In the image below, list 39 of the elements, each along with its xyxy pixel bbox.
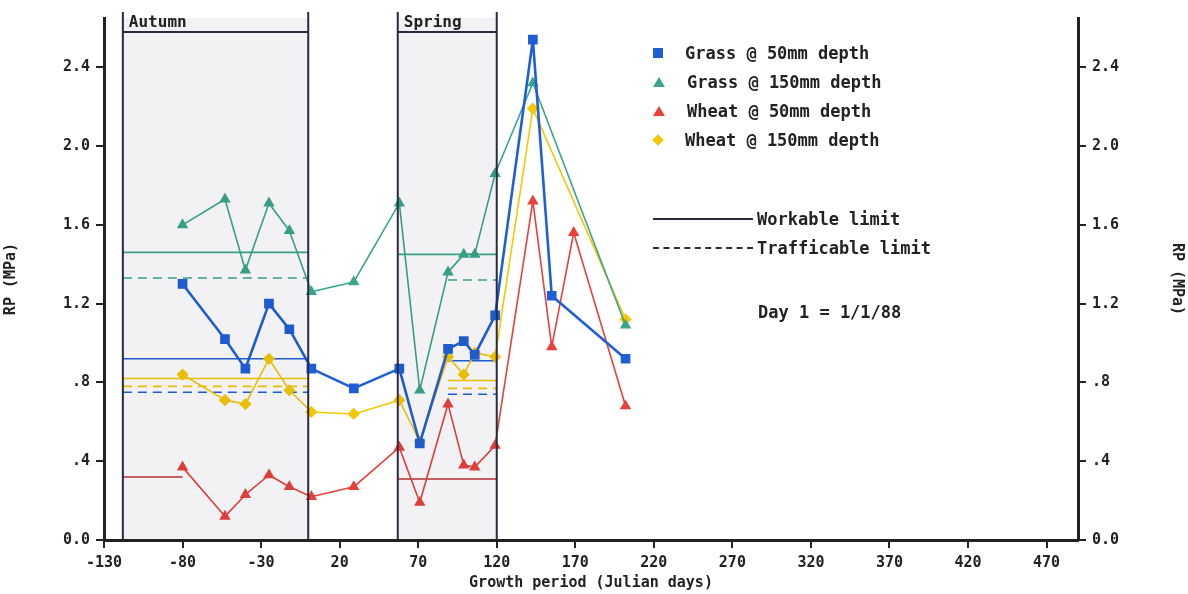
x-tick-label: 20 bbox=[330, 552, 349, 571]
y2-tick-label: 2.4 bbox=[1092, 57, 1120, 76]
x-axis-title: Growth period (Julian days) bbox=[469, 572, 713, 591]
band-label: Autumn bbox=[128, 12, 187, 32]
x-tick-label: 320 bbox=[797, 552, 825, 571]
y-tick-label: 2.0 bbox=[62, 135, 90, 154]
y2-tick-label: 1.6 bbox=[1092, 214, 1120, 233]
legend-label: Wheat @ 150mm depth bbox=[685, 129, 880, 150]
y2-tick-label: 2.0 bbox=[1092, 135, 1120, 154]
y-tick-label: 1.2 bbox=[62, 293, 90, 312]
x-tick-label: -130 bbox=[85, 552, 123, 571]
x-tick-label: -80 bbox=[169, 552, 197, 571]
legend-label: Trafficable limit bbox=[757, 237, 931, 258]
y2-tick-label: 0.0 bbox=[1092, 529, 1120, 548]
y2-tick-label: .8 bbox=[1092, 372, 1111, 391]
x-tick-label: 370 bbox=[875, 552, 904, 571]
y-tick-label: 0.0 bbox=[62, 529, 90, 548]
legend-label: Grass @ 150mm depth bbox=[687, 71, 882, 92]
x-tick-label: 70 bbox=[409, 552, 428, 571]
x-tick-label: 470 bbox=[1033, 552, 1061, 571]
x-tick-label: 420 bbox=[954, 552, 982, 571]
x-tick-label: 170 bbox=[561, 552, 589, 571]
y-tick-label: .4 bbox=[71, 451, 90, 470]
x-tick-label: 220 bbox=[640, 552, 668, 571]
x-tick-label: 120 bbox=[483, 552, 511, 571]
legend-label: Wheat @ 50mm depth bbox=[687, 100, 872, 121]
x-tick-label: 270 bbox=[718, 552, 746, 571]
y2-tick-label: 1.2 bbox=[1092, 293, 1120, 312]
y-tick-label: .8 bbox=[71, 372, 90, 391]
band-label: Spring bbox=[403, 12, 462, 32]
y-axis-title: RP (MPa) bbox=[0, 242, 19, 316]
y-tick-label: 1.6 bbox=[62, 214, 90, 233]
y2-tick-label: .4 bbox=[1092, 451, 1111, 470]
legend-label: Workable limit bbox=[757, 208, 901, 229]
y2-axis-title: RP (MPa) bbox=[1169, 242, 1188, 316]
annotation: Day 1 = 1/1/88 bbox=[757, 302, 903, 322]
x-tick-label: -30 bbox=[247, 552, 275, 571]
y-tick-label: 2.4 bbox=[62, 57, 90, 76]
legend-label: Grass @ 50mm depth bbox=[685, 42, 870, 63]
